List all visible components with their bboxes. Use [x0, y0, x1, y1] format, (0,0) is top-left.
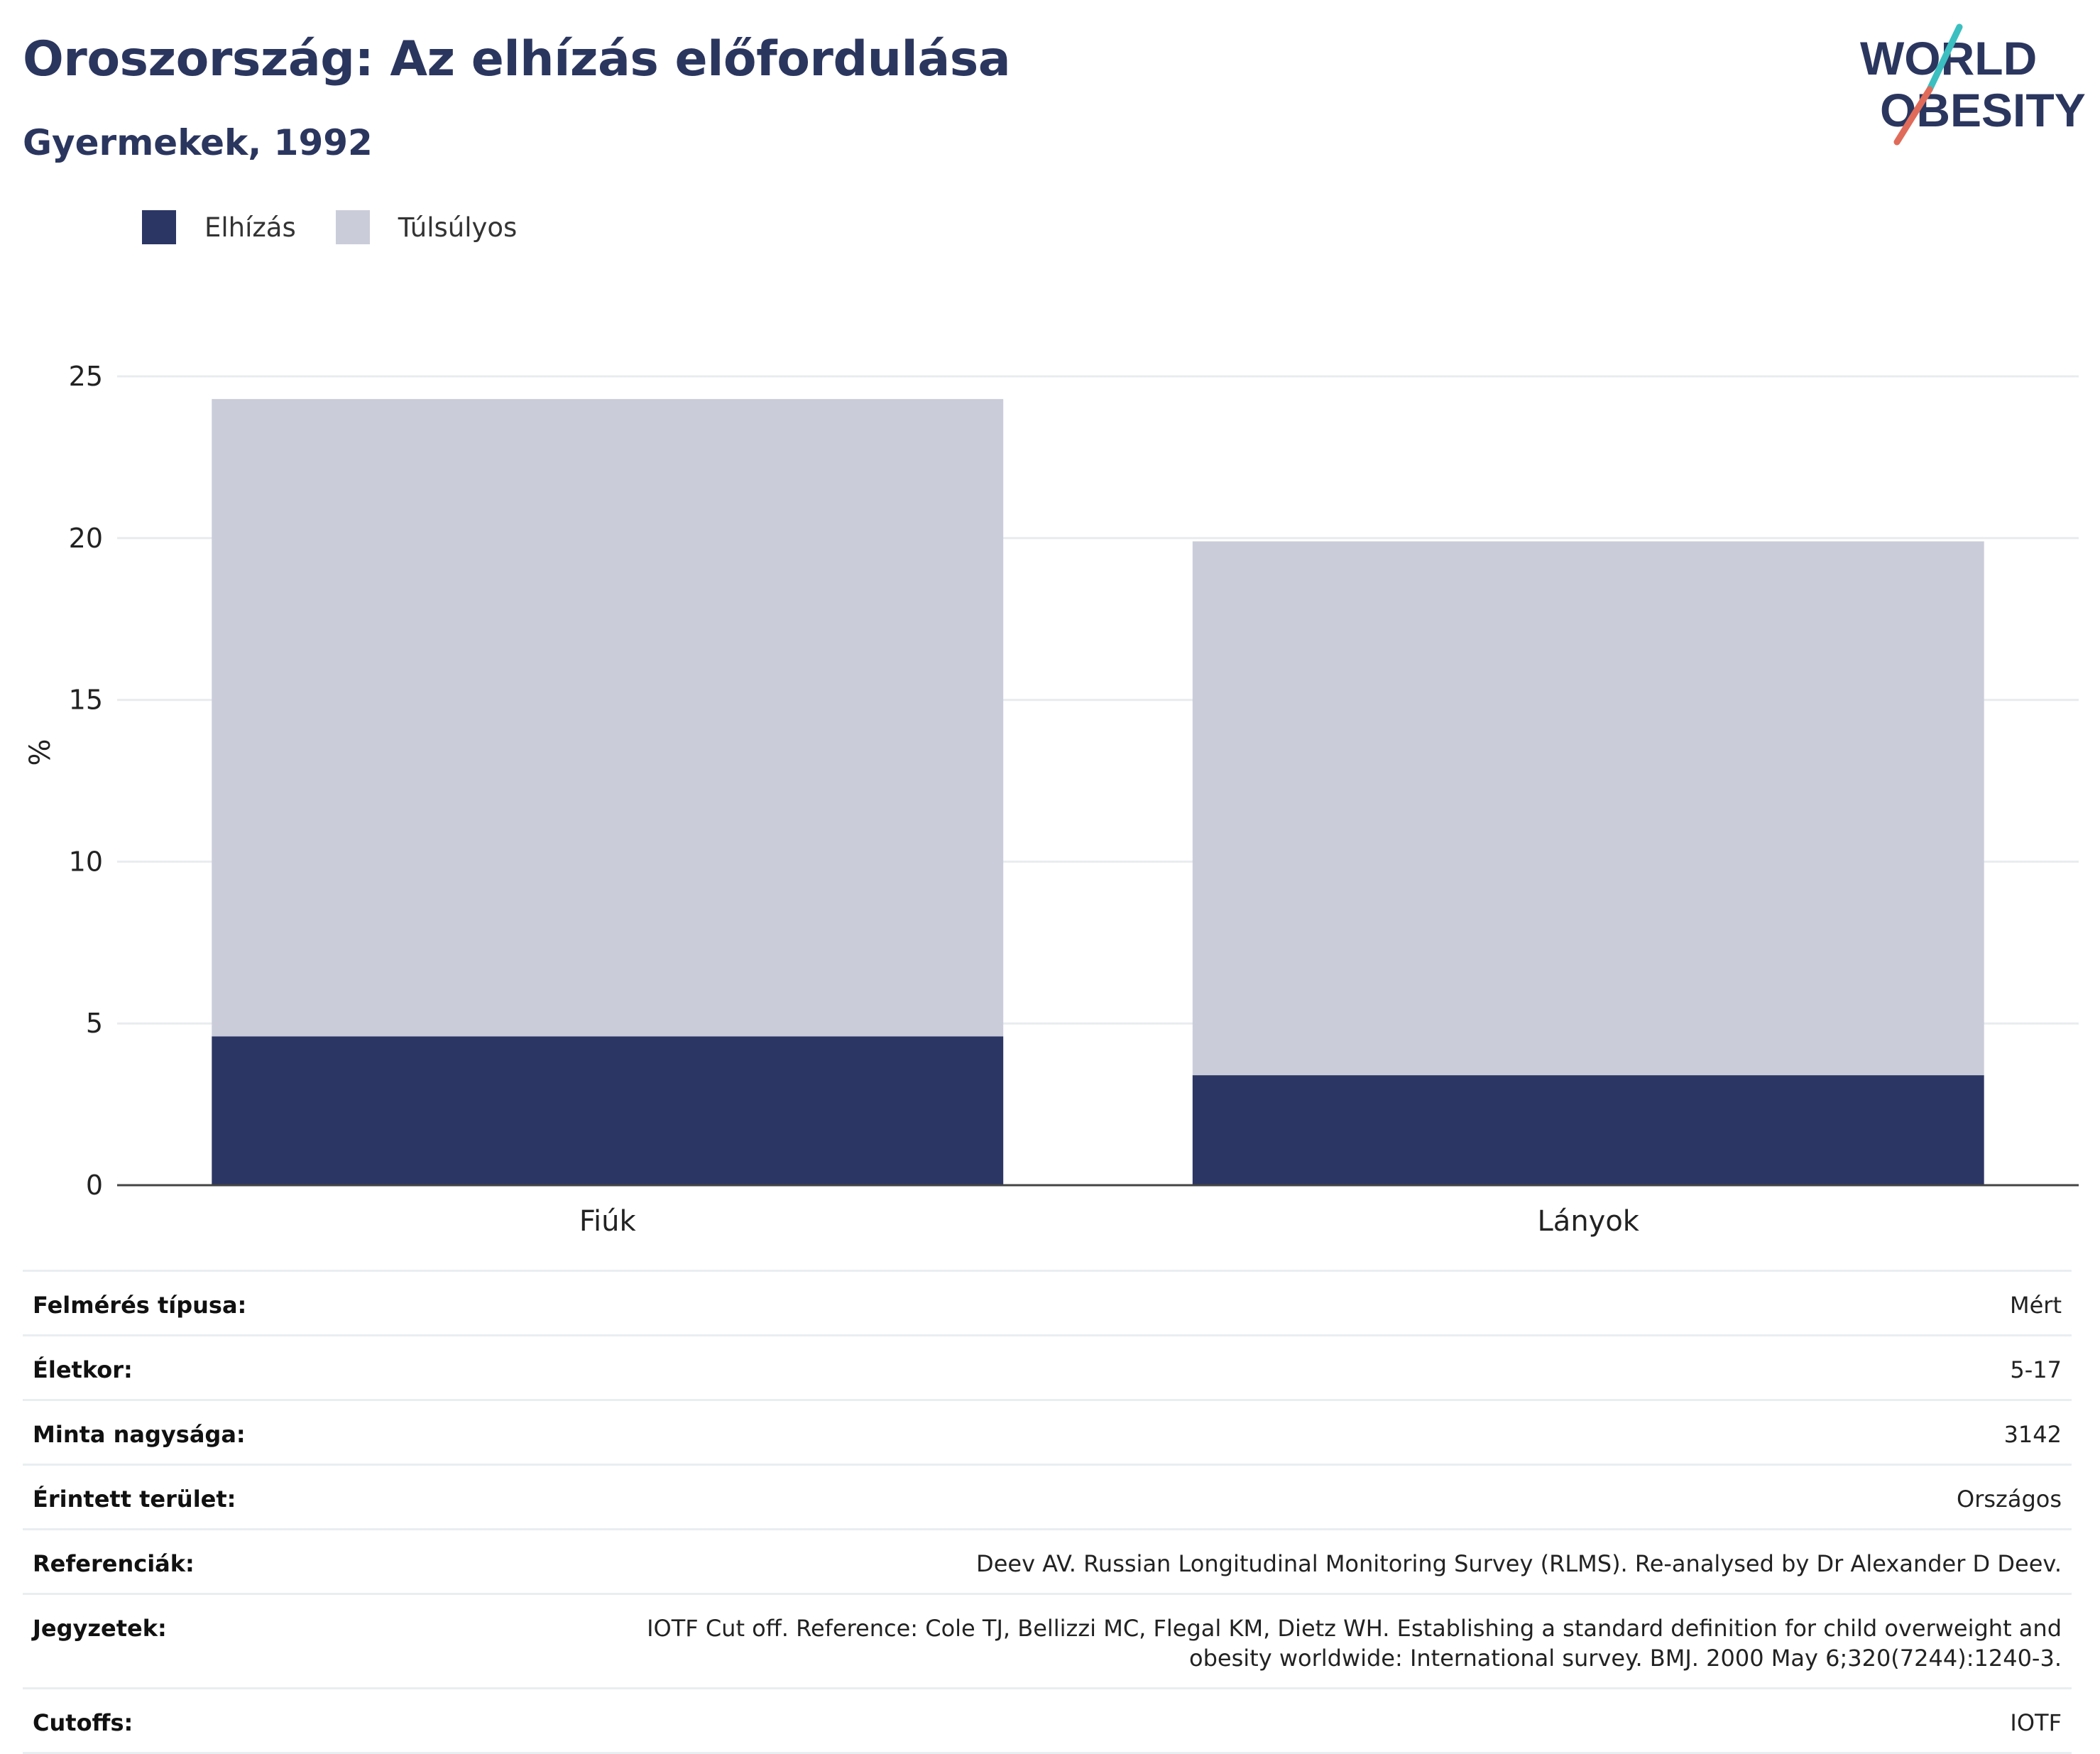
legend-item-obesity[interactable]: Elhízás: [142, 210, 296, 244]
legend-item-overweight[interactable]: Túlsúlyos: [335, 210, 518, 244]
page-subtitle: Gyermekek, 1992: [23, 122, 373, 163]
info-value: Mért: [2010, 1292, 2062, 1319]
info-label: Jegyzetek:: [33, 1615, 167, 1642]
bar-overweight: [1192, 541, 1984, 1076]
info-row: Érintett terület: Országos: [23, 1466, 2072, 1530]
info-row: Minta nagysága: 3142: [23, 1401, 2072, 1466]
info-row: Jegyzetek: IOTF Cut off. Reference: Cole …: [23, 1595, 2072, 1689]
y-tick-label: 25: [69, 361, 103, 392]
bar-overweight: [212, 398, 1004, 1037]
info-label: Életkor:: [33, 1356, 133, 1383]
legend-swatch-overweight: [335, 210, 370, 244]
info-label: Minta nagysága:: [33, 1421, 246, 1448]
info-row: Életkor: 5-17: [23, 1336, 2072, 1401]
y-tick-label: 20: [69, 523, 103, 554]
info-value: Deev AV. Russian Longitudinal Monitoring…: [976, 1550, 2062, 1577]
bar-obesity: [1192, 1075, 1984, 1185]
svg-text:WORLD: WORLD: [1860, 32, 2037, 85]
info-label: Felmérés típusa:: [33, 1292, 247, 1319]
info-label: Érintett terület:: [33, 1486, 236, 1513]
info-value: 5-17: [2010, 1356, 2062, 1383]
page-title: Oroszország: Az elhízás előfordulása: [23, 31, 1011, 87]
y-tick-label: 0: [86, 1170, 103, 1201]
world-obesity-logo: WORLD OBESITY: [1860, 23, 2086, 146]
legend-swatch-obesity: [142, 210, 176, 244]
y-axis-title: %: [24, 739, 57, 766]
legend-label-obesity: Elhízás: [204, 212, 296, 243]
info-row: Felmérés típusa: Mért: [23, 1272, 2072, 1336]
y-tick-label: 10: [69, 846, 103, 877]
bar-obesity: [212, 1036, 1004, 1185]
info-row: Referenciák: Deev AV. Russian Longitudina…: [23, 1530, 2072, 1595]
x-category-label: Fiúk: [579, 1205, 637, 1238]
svg-text:OBESITY: OBESITY: [1880, 84, 2086, 136]
bar-chart: 0 5 10 15 20 25 Fiúk Lányok%: [24, 361, 2079, 1238]
y-tick-label: 15: [69, 685, 103, 716]
info-label: Referenciák:: [33, 1550, 195, 1577]
info-value: 3142: [2003, 1421, 2062, 1448]
info-table: Felmérés típusa: Mért Életkor: 5-17 Minta na…: [23, 1270, 2072, 1754]
info-value: IOTF: [2010, 1709, 2062, 1736]
y-tick-label: 5: [86, 1008, 103, 1039]
info-value: Országos: [1957, 1486, 2062, 1513]
legend-label-overweight: Túlsúlyos: [398, 212, 518, 243]
info-label: Cutoffs:: [33, 1709, 133, 1736]
x-category-label: Lányok: [1538, 1205, 1640, 1238]
chart-legend: Elhízás Túlsúlyos: [142, 210, 557, 244]
info-value: IOTF Cut off. Reference: Cole TJ, Belliz…: [647, 1615, 2062, 1672]
info-row: Cutoffs: IOTF: [23, 1689, 2072, 1754]
